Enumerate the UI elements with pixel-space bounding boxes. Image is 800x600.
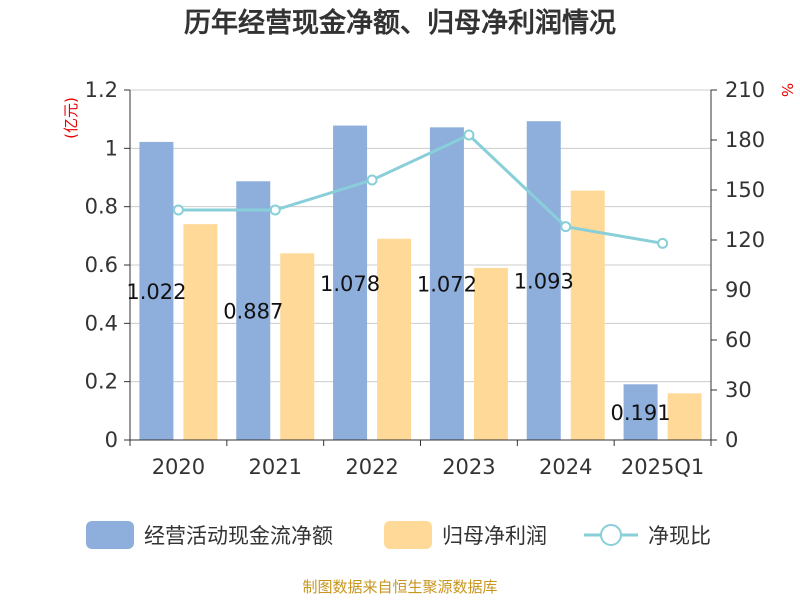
- x-tick-label: 2022: [345, 455, 398, 479]
- data-label-cash-flow: 0.887: [223, 300, 283, 324]
- bar-cash-flow: [429, 127, 464, 440]
- legend-label-net-profit: 归母净利润: [442, 524, 547, 548]
- y-right-tick-label: 180: [725, 128, 765, 152]
- y-right-tick-label: 60: [725, 328, 752, 352]
- x-tick-label: 2021: [249, 455, 302, 479]
- data-label-cash-flow: 0.191: [611, 401, 671, 425]
- legend-label-ratio: 净现比: [648, 524, 711, 548]
- ratio-line-path: [178, 133, 663, 245]
- gridlines: [130, 89, 711, 383]
- y-right-tick-label: 30: [725, 378, 752, 402]
- y-left-tick-label: 0: [105, 428, 118, 452]
- ratio-point: [657, 237, 669, 249]
- chart-title: 历年经营现金净额、归母净利润情况: [184, 7, 616, 39]
- bar-net-profit: [667, 393, 702, 440]
- ratio-point: [366, 174, 378, 186]
- y-right-tick-label: 0: [725, 428, 738, 452]
- legend-marker-ratio: [600, 524, 622, 546]
- y-left-tick-label: 1: [105, 136, 118, 160]
- y-right-tick-label: 150: [725, 178, 765, 202]
- y-right-tick-label: 210: [725, 78, 765, 102]
- x-tick-label: 2020: [152, 455, 205, 479]
- y-left-tick-label: 0.6: [85, 253, 118, 277]
- axes: 0 0.2 0.4 0.6 0.8 1 1.2 0 30 60 90 120 150 180 210 2020…: [85, 78, 766, 479]
- bar-cash-flow: [526, 121, 561, 440]
- bar-cash-flow: [139, 141, 174, 440]
- y-left-tick-label: 1.2: [85, 78, 118, 102]
- bar-net-profit: [280, 253, 315, 440]
- ratio-point: [560, 221, 572, 233]
- ratio-point: [269, 204, 281, 216]
- data-label-cash-flow: 1.072: [417, 273, 477, 297]
- legend: 经营活动现金流净额 归母净利润 净现比: [86, 521, 711, 549]
- legend-swatch-cash-flow: [86, 521, 134, 549]
- x-tick-label: 2025Q1: [621, 455, 704, 479]
- x-tick-label: 2023: [442, 455, 495, 479]
- x-tick-label: 2024: [539, 455, 592, 479]
- bar-net-profit: [377, 238, 412, 440]
- y-right-unit: %: [778, 83, 796, 97]
- bar-net-profit: [473, 267, 508, 440]
- bar-cash-flow: [333, 125, 368, 440]
- data-label-cash-flow: 1.093: [514, 270, 574, 294]
- y-left-unit: (亿元): [62, 97, 80, 139]
- bar-net-profit: [183, 224, 218, 440]
- data-label-cash-flow: 1.022: [126, 280, 186, 304]
- ratio-point: [463, 129, 475, 141]
- bar-cash-flow: [623, 384, 658, 440]
- bars: [139, 121, 702, 440]
- legend-swatch-net-profit: [384, 521, 432, 549]
- data-label-cash-flow: 1.078: [320, 272, 380, 296]
- y-right-tick-label: 120: [725, 228, 765, 252]
- y-left-tick-label: 0.2: [85, 370, 118, 394]
- y-left-tick-label: 0.4: [85, 311, 118, 335]
- ratio-line: [172, 129, 669, 249]
- legend-label-cash-flow: 经营活动现金流净额: [144, 524, 333, 548]
- y-left-tick-label: 0.8: [85, 195, 118, 219]
- bar-cash-flow: [236, 181, 271, 440]
- ratio-point: [172, 204, 184, 216]
- y-right-tick-label: 90: [725, 278, 752, 302]
- data-labels: 1.022 0.887 1.078 1.072 1.093 0.191: [126, 270, 670, 426]
- source-note: 制图数据来自恒生聚源数据库: [302, 578, 497, 596]
